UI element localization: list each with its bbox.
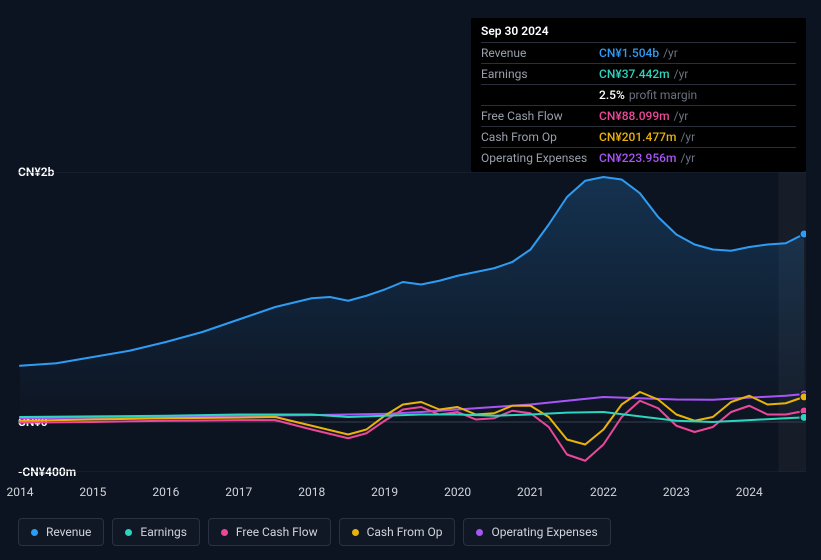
x-axis-tick: 2021 bbox=[517, 485, 544, 499]
x-axis-tick: 2018 bbox=[298, 485, 325, 499]
line-chart bbox=[18, 172, 806, 472]
tooltip-row: EarningsCN¥37.442m/yr bbox=[481, 63, 796, 84]
x-axis-tick: 2020 bbox=[444, 485, 471, 499]
tooltip-row: 2.5% profit margin bbox=[481, 84, 796, 105]
tooltip-row: RevenueCN¥1.504b/yr bbox=[481, 42, 796, 63]
tooltip-label: Earnings bbox=[481, 67, 599, 81]
x-axis-tick: 2017 bbox=[225, 485, 252, 499]
legend-label: Free Cash Flow bbox=[236, 525, 318, 539]
legend: Revenue Earnings Free Cash Flow Cash From O… bbox=[18, 518, 611, 546]
legend-label: Operating Expenses bbox=[491, 525, 597, 539]
legend-dot-icon bbox=[221, 529, 228, 536]
x-axis-tick: 2016 bbox=[152, 485, 179, 499]
legend-label: Earnings bbox=[140, 525, 187, 539]
x-axis-tick: 2019 bbox=[371, 485, 398, 499]
tooltip-suffix: /yr bbox=[674, 109, 689, 123]
legend-dot-icon bbox=[352, 529, 359, 536]
legend-dot-icon bbox=[476, 529, 483, 536]
legend-item[interactable]: Revenue bbox=[18, 518, 104, 546]
tooltip-value: 2.5% bbox=[599, 88, 625, 102]
tooltip-label: Cash From Op bbox=[481, 130, 599, 144]
tooltip-label: Free Cash Flow bbox=[481, 109, 599, 123]
legend-item[interactable]: Earnings bbox=[112, 518, 200, 546]
x-axis-tick: 2022 bbox=[590, 485, 617, 499]
tooltip-row: Cash From OpCN¥201.477m/yr bbox=[481, 126, 796, 147]
x-axis: 2014201520162017201820192020202120222023… bbox=[18, 485, 806, 505]
chart-area: CN¥2bCN¥0-CN¥400m bbox=[18, 160, 806, 480]
tooltip-suffix: profit margin bbox=[629, 88, 697, 102]
legend-label: Revenue bbox=[46, 525, 91, 539]
x-axis-tick: 2014 bbox=[7, 485, 34, 499]
tooltip-label: Revenue bbox=[481, 46, 599, 60]
x-axis-tick: 2015 bbox=[79, 485, 106, 499]
tooltip-value: CN¥201.477m bbox=[599, 130, 676, 144]
legend-dot-icon bbox=[125, 529, 132, 536]
legend-item[interactable]: Cash From Op bbox=[339, 518, 456, 546]
x-axis-tick: 2023 bbox=[663, 485, 690, 499]
tooltip-value: CN¥37.442m bbox=[599, 67, 670, 81]
tooltip-suffix: /yr bbox=[663, 46, 678, 60]
tooltip-value: CN¥1.504b bbox=[599, 46, 659, 60]
tooltip-value: CN¥88.099m bbox=[599, 109, 670, 123]
tooltip-suffix: /yr bbox=[680, 130, 695, 144]
tooltip-row: Free Cash FlowCN¥88.099m/yr bbox=[481, 105, 796, 126]
tooltip-suffix: /yr bbox=[674, 67, 689, 81]
legend-item[interactable]: Operating Expenses bbox=[463, 518, 610, 546]
x-axis-tick: 2024 bbox=[736, 485, 763, 499]
legend-label: Cash From Op bbox=[367, 525, 443, 539]
legend-dot-icon bbox=[31, 529, 38, 536]
tooltip-date: Sep 30 2024 bbox=[481, 24, 796, 38]
legend-item[interactable]: Free Cash Flow bbox=[208, 518, 331, 546]
tooltip-panel: Sep 30 2024 RevenueCN¥1.504b/yrEarningsC… bbox=[471, 18, 806, 172]
